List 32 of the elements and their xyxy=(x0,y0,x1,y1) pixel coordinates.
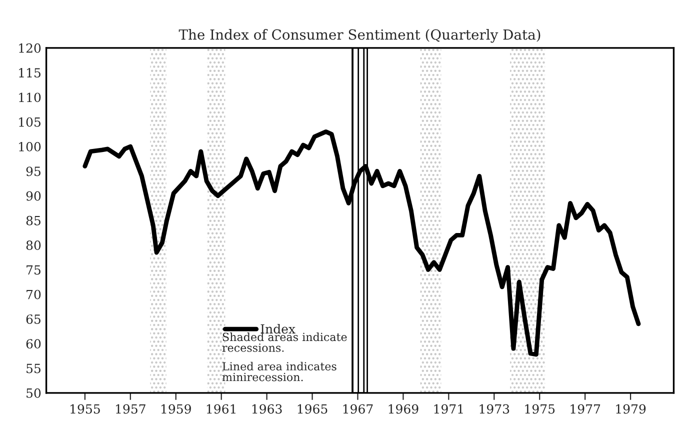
x-tick-label: 1975 xyxy=(525,404,555,414)
y-tick-label: 70 xyxy=(26,290,41,300)
x-tick-label: 1973 xyxy=(480,404,510,414)
y-tick-label: 90 xyxy=(26,191,41,201)
annotation: Lined area indicates minirecession. xyxy=(222,362,336,382)
y-tick-label: 95 xyxy=(26,166,40,176)
x-tick-label: 1967 xyxy=(343,404,373,414)
x-tick-label: 1969 xyxy=(388,404,418,414)
y-tick-label: 110 xyxy=(19,92,41,102)
y-tick-label: 50 xyxy=(26,388,41,398)
y-tick-label: 65 xyxy=(26,314,40,324)
x-tick-label: 1961 xyxy=(206,404,236,414)
y-tick-label: 60 xyxy=(26,339,41,349)
x-tick-label: 1971 xyxy=(434,404,463,414)
x-tick-label: 1979 xyxy=(616,404,646,414)
y-tick-label: 55 xyxy=(26,364,40,374)
y-tick-label: 105 xyxy=(19,117,40,127)
y-tick-label: 85 xyxy=(26,216,40,226)
x-tick-label: 1965 xyxy=(298,404,328,414)
y-tick-label: 80 xyxy=(26,240,41,250)
x-tick-label: 1959 xyxy=(161,404,191,414)
x-tick-label: 1963 xyxy=(252,404,282,414)
y-tick-label: 100 xyxy=(19,142,41,152)
x-tick-label: 1955 xyxy=(70,404,100,414)
x-tick-label: 1977 xyxy=(570,404,600,414)
y-tick-label: 115 xyxy=(19,68,40,78)
legend-label: Index xyxy=(260,324,296,334)
y-tick-label: 75 xyxy=(26,265,40,275)
annotation: Shaded areas indicate recessions. xyxy=(222,332,347,352)
y-tick-label: 120 xyxy=(19,43,41,53)
chart-title: The Index of Consumer Sentiment (Quarterly Data) xyxy=(178,29,540,43)
x-tick-label: 1957 xyxy=(116,404,146,414)
